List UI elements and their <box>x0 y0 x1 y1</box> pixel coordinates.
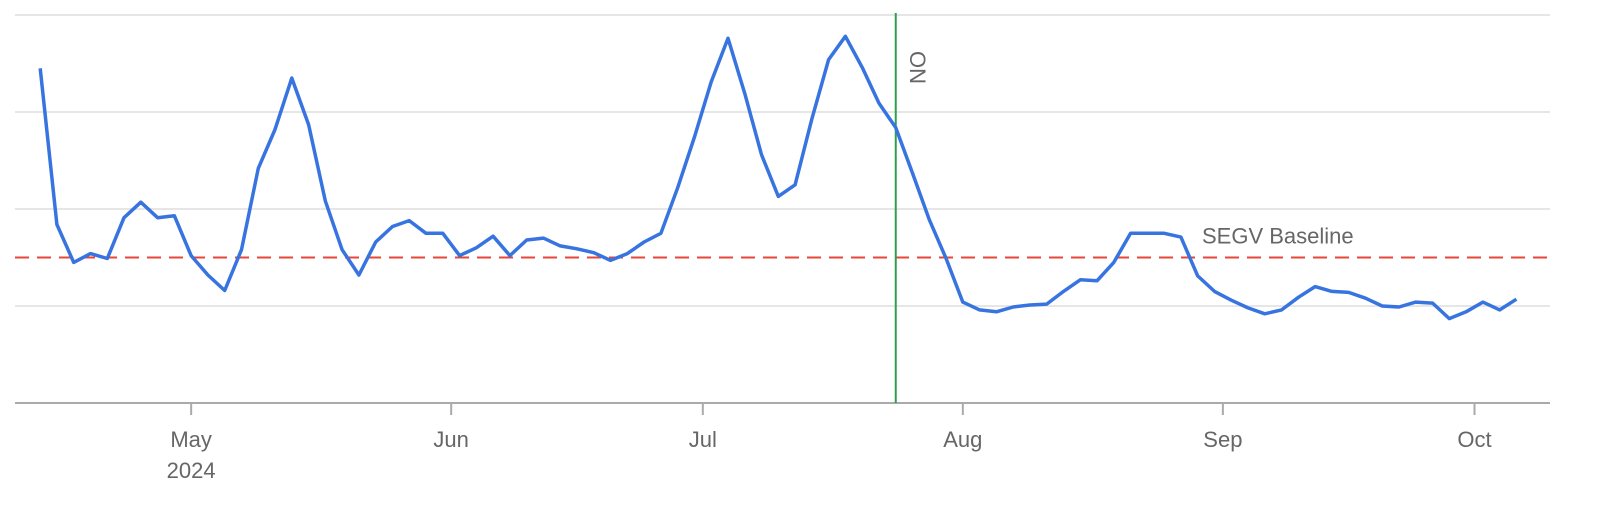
x-year-label: 2024 <box>167 458 216 483</box>
x-tick-label: May <box>170 427 212 452</box>
x-tick-label: Aug <box>943 427 982 452</box>
x-tick-label: Jun <box>433 427 468 452</box>
x-tick-label: Jul <box>689 427 717 452</box>
x-tick-label: Oct <box>1457 427 1491 452</box>
reference-label: SEGV Baseline <box>1202 223 1354 248</box>
x-tick-label: Sep <box>1203 427 1242 452</box>
data-line <box>38 34 1518 321</box>
event-label: ON <box>905 51 930 84</box>
